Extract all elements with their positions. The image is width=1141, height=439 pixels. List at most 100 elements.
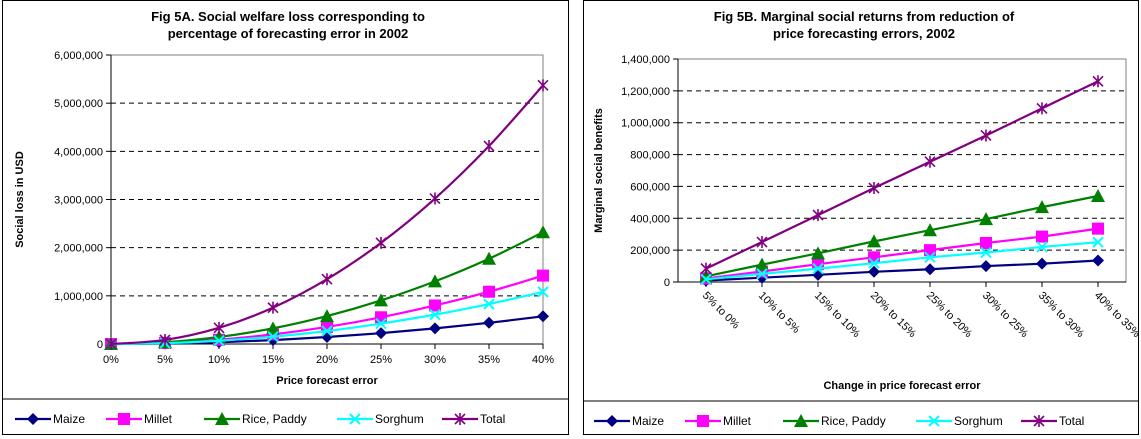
chart-a-legend-label-total: Total <box>480 412 505 426</box>
chart-b-point-rice-paddy <box>755 257 769 271</box>
chart-a-point-maize <box>429 322 441 335</box>
chart-b-x-tick-label: 30% to 25% <box>980 290 1031 341</box>
chart-a-x-tick-label: 25% <box>370 354 392 366</box>
chart-a-legend-marker-total <box>454 413 466 425</box>
chart-a-point-sorghum <box>429 308 441 321</box>
chart-a-y-tick-label: 6,000,000 <box>54 50 103 62</box>
chart-a-x-tick-label: 10% <box>208 354 230 366</box>
chart-a-y-tick-label: 4,000,000 <box>54 146 103 158</box>
chart-a-title-line: percentage of forecasting error in 2002 <box>168 26 409 41</box>
chart-b-legend-label-rice-paddy: Rice, Paddy <box>821 414 886 428</box>
chart-b-point-total <box>1036 102 1048 115</box>
chart-a-point-maize <box>375 327 387 340</box>
chart-a-point-total <box>105 338 117 350</box>
chart-b-point-total <box>924 155 936 168</box>
chart-b-x-tick-label: 5% to 0% <box>700 290 742 332</box>
chart-b-point-sorghum <box>980 246 992 259</box>
chart-b-point-rice-paddy <box>811 246 825 260</box>
chart-b-x-tick-label: 15% to 10% <box>812 290 863 341</box>
chart-a-legend-label-maize: Maize <box>53 412 85 426</box>
chart-b-point-total <box>868 182 880 195</box>
chart-a-point-maize <box>537 310 549 323</box>
chart-b-title-line: Fig 5B. Marginal social returns from red… <box>714 9 1015 24</box>
chart-a-point-sorghum <box>321 325 333 337</box>
chart-a-point-millet <box>483 285 495 298</box>
chart-b-series-line-total <box>705 80 1099 270</box>
chart-b-point-millet <box>980 236 992 249</box>
chart-b-point-rice-paddy <box>867 234 881 248</box>
chart-a-point-total <box>159 333 171 346</box>
chart-a-point-millet <box>375 311 387 324</box>
chart-b-x-axis-title: Change in price forecast error <box>823 380 981 392</box>
chart-b-legend-label-sorghum: Sorghum <box>954 414 1003 428</box>
chart-a-point-total <box>321 273 333 286</box>
chart-a-point-sorghum <box>537 286 549 298</box>
chart-a-x-tick-label: 30% <box>424 354 446 366</box>
chart-b-title-line: price forecasting errors, 2002 <box>773 26 955 41</box>
chart-b-y-tick-label: 0 <box>664 277 670 289</box>
chart-b-svg: Fig 5B. Marginal social returns from red… <box>584 9 1141 428</box>
chart-b-point-millet <box>812 258 824 271</box>
chart-b-point-total <box>1092 75 1104 88</box>
chart-b-y-tick-label: 600,000 <box>630 181 670 193</box>
chart-b-y-tick-label: 200,000 <box>630 245 670 257</box>
chart-b-point-maize <box>812 268 824 281</box>
chart-a-x-tick-label: 35% <box>478 354 500 366</box>
chart-a-legend-marker-millet <box>118 413 130 425</box>
chart-b-x-tick-label: 35% to 30% <box>1036 290 1087 341</box>
chart-a-legend-marker-sorghum <box>349 413 361 425</box>
chart-a-legend-label-rice-paddy: Rice, Paddy <box>242 412 307 426</box>
chart-b-point-rice-paddy <box>923 223 937 237</box>
chart-a-x-tick-label: 15% <box>262 354 284 366</box>
chart-a-series-line-total <box>110 84 544 346</box>
chart-b-point-total <box>812 209 824 222</box>
chart-b-point-millet <box>868 251 880 264</box>
chart-b-legend-label-total: Total <box>1059 414 1084 428</box>
chart-b-point-maize <box>1036 257 1048 270</box>
chart-b-plot-area <box>677 58 1127 283</box>
chart-b-legend-marker-maize <box>606 415 618 427</box>
chart-b-legend-marker-total <box>1033 415 1045 427</box>
chart-b-point-sorghum <box>756 268 768 280</box>
chart-a-point-sorghum <box>267 330 279 343</box>
chart-a-point-millet <box>429 299 441 312</box>
chart-b-y-tick-label: 1,000,000 <box>621 118 670 130</box>
chart-panel-a: Fig 5A. Social welfare loss correspondin… <box>2 0 569 435</box>
chart-a-legend-marker-rice-paddy <box>215 412 229 425</box>
chart-b-point-sorghum <box>868 257 880 269</box>
chart-a-point-rice-paddy <box>374 293 388 307</box>
chart-a-point-total <box>213 321 225 334</box>
chart-b-y-tick-label: 400,000 <box>630 213 670 225</box>
chart-a-legend-label-millet: Millet <box>144 412 173 426</box>
chart-b-legend-label-millet: Millet <box>723 414 752 428</box>
chart-b-point-sorghum <box>924 251 936 264</box>
chart-b-legend-marker-rice-paddy <box>794 414 808 427</box>
chart-b-point-rice-paddy <box>1035 200 1049 214</box>
chart-a-point-total <box>267 301 279 314</box>
chart-b-point-sorghum <box>1036 241 1048 253</box>
chart-b-y-axis-title: Marginal social benefits <box>593 108 605 233</box>
chart-b-point-millet <box>1092 222 1104 235</box>
chart-b-y-tick-label: 1,400,000 <box>621 54 670 66</box>
chart-b-series-line-rice-paddy <box>705 194 1099 278</box>
chart-b-point-millet <box>1036 230 1048 243</box>
chart-a-point-total <box>375 236 387 249</box>
chart-b-point-total <box>980 129 992 142</box>
chart-b-x-tick-label: 40% to 35% <box>1092 290 1138 341</box>
chart-b-legend-marker-millet <box>697 415 709 427</box>
chart-a-legend-marker-maize <box>27 413 39 425</box>
chart-a-point-sorghum <box>213 335 225 347</box>
chart-a-x-axis-title: Price forecast error <box>276 375 378 387</box>
chart-a-point-rice-paddy <box>320 309 334 323</box>
chart-b-point-sorghum <box>812 262 824 275</box>
chart-b-legend-label-maize: Maize <box>632 414 664 428</box>
chart-b-y-tick-label: 1,200,000 <box>621 86 670 98</box>
chart-b-point-total <box>700 262 712 275</box>
chart-a-svg: Fig 5A. Social welfare loss correspondin… <box>3 9 568 426</box>
chart-a-y-tick-label: 0 <box>97 339 103 351</box>
chart-b-point-sorghum <box>1092 236 1104 248</box>
chart-a-point-sorghum <box>375 317 387 330</box>
chart-a-x-tick-label: 20% <box>316 354 338 366</box>
chart-b-series-line-maize <box>705 259 1099 282</box>
chart-b-point-sorghum <box>700 273 712 285</box>
